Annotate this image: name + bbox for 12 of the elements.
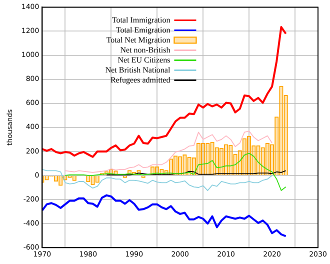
legend-label: Net EU Citizens — [118, 55, 170, 64]
bar — [279, 86, 284, 176]
bar — [206, 143, 210, 176]
bar — [182, 154, 187, 176]
bar — [90, 176, 95, 186]
bar — [210, 142, 214, 176]
legend-label: Total Immigration — [112, 15, 170, 24]
legend-label: Net British National — [105, 65, 171, 74]
legend-label: Net non-British — [120, 45, 170, 54]
legend-label: Total Net Migration — [106, 35, 170, 44]
legend-label: Refugees admitted — [110, 75, 170, 84]
legend-label: Total Emigration — [116, 25, 170, 34]
